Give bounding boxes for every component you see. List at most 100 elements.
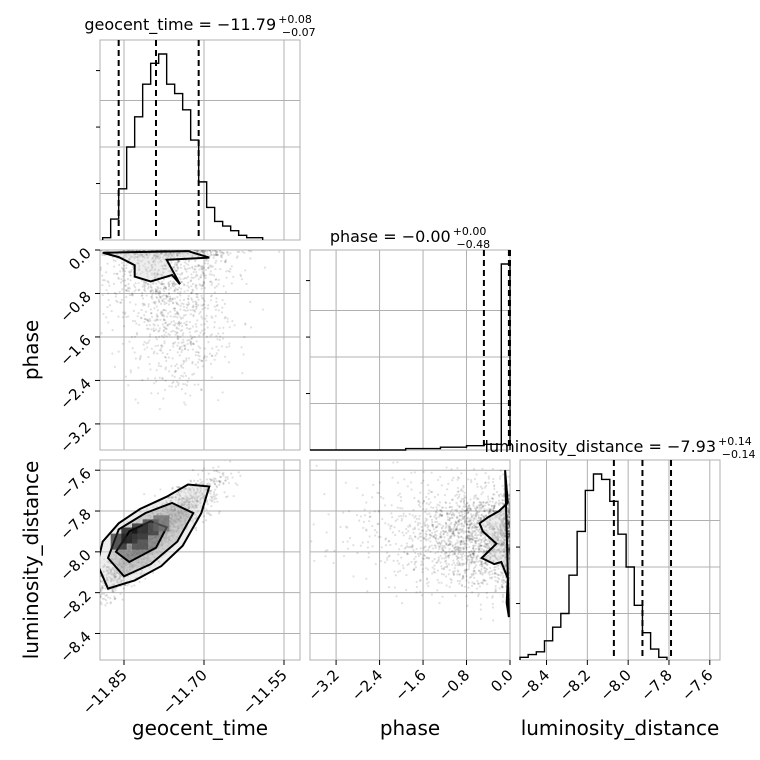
sample-point xyxy=(142,304,145,307)
sample-point xyxy=(159,365,163,368)
sample-point xyxy=(187,275,190,278)
sample-point xyxy=(180,519,183,522)
sample-point xyxy=(119,580,123,584)
sample-point xyxy=(157,269,161,272)
sample-point xyxy=(460,556,463,559)
sample-point xyxy=(165,508,168,511)
sample-point xyxy=(103,279,106,282)
sample-point xyxy=(173,508,176,511)
sample-point xyxy=(203,286,206,290)
sample-point xyxy=(170,506,173,509)
sample-point xyxy=(177,252,180,255)
sample-point xyxy=(216,500,219,503)
sample-point xyxy=(121,566,124,569)
sample-point xyxy=(183,500,186,503)
sample-point xyxy=(232,494,235,498)
sample-point xyxy=(196,488,200,491)
sample-point xyxy=(173,282,176,285)
sample-point xyxy=(212,493,216,496)
sample-point xyxy=(215,486,219,489)
sample-point xyxy=(185,499,188,502)
sample-point xyxy=(195,284,198,287)
sample-point xyxy=(140,253,144,256)
sample-point xyxy=(153,272,156,275)
sample-point xyxy=(209,250,212,254)
sample-point xyxy=(128,250,131,252)
sample-point xyxy=(174,330,177,333)
sample-point xyxy=(166,511,169,514)
sample-point xyxy=(193,497,196,500)
sample-point xyxy=(207,259,210,263)
sample-point xyxy=(136,256,139,259)
sample-point xyxy=(133,253,137,256)
sample-point xyxy=(213,496,216,499)
sample-point xyxy=(162,271,165,274)
sample-point xyxy=(151,256,154,260)
sample-point xyxy=(195,498,199,502)
sample-point xyxy=(195,325,198,328)
sample-point xyxy=(223,491,226,494)
sample-point xyxy=(114,295,118,298)
sample-point xyxy=(501,595,505,599)
sample-point xyxy=(157,298,160,301)
sample-point xyxy=(128,555,131,559)
sample-point xyxy=(147,545,150,548)
sample-point xyxy=(114,571,117,575)
sample-point xyxy=(181,504,185,507)
sample-point xyxy=(202,266,205,269)
sample-point xyxy=(177,260,180,263)
sample-point xyxy=(142,563,145,566)
sample-point xyxy=(497,499,501,502)
sample-point xyxy=(150,539,153,542)
sample-point xyxy=(128,566,131,569)
sample-point xyxy=(196,511,199,514)
sample-point xyxy=(167,254,171,258)
sample-point xyxy=(137,262,140,265)
sample-point xyxy=(175,270,178,273)
sample-point xyxy=(121,268,125,271)
sample-point xyxy=(195,250,198,252)
sample-point xyxy=(171,505,174,508)
sample-point xyxy=(163,301,166,304)
sample-point xyxy=(100,592,104,596)
sample-point xyxy=(183,513,186,517)
sample-point xyxy=(130,553,134,556)
sample-point xyxy=(154,536,157,539)
sample-point xyxy=(172,523,176,526)
sample-point xyxy=(171,531,174,534)
sample-point xyxy=(151,543,154,546)
sample-point xyxy=(159,512,163,515)
sample-point xyxy=(173,512,176,516)
sample-point xyxy=(180,514,183,517)
sample-point xyxy=(196,293,199,296)
histogram-phase xyxy=(310,263,511,451)
sample-point xyxy=(178,276,181,279)
sample-point xyxy=(179,278,182,281)
sample-point xyxy=(162,267,165,271)
sample-point xyxy=(128,569,131,572)
sample-point xyxy=(159,534,162,537)
sample-point xyxy=(173,307,176,310)
sample-point xyxy=(148,323,151,327)
sample-point xyxy=(187,286,191,289)
sample-point xyxy=(143,555,146,558)
sample-point xyxy=(100,601,103,604)
sample-point xyxy=(107,596,110,599)
sample-point xyxy=(144,517,147,520)
sample-point xyxy=(223,259,227,263)
sample-point xyxy=(123,564,126,567)
sample-point xyxy=(169,520,172,523)
sample-point xyxy=(181,499,184,502)
sample-point xyxy=(132,552,135,555)
sample-point xyxy=(173,283,177,286)
sample-point xyxy=(179,266,183,269)
sample-point xyxy=(126,552,129,556)
sample-point xyxy=(153,544,156,547)
sample-point xyxy=(197,509,200,512)
sample-point xyxy=(133,553,137,556)
sample-point xyxy=(199,331,202,334)
sample-point xyxy=(144,310,148,313)
sample-point xyxy=(149,544,152,547)
sample-point xyxy=(210,253,213,256)
sample-point xyxy=(158,301,161,304)
